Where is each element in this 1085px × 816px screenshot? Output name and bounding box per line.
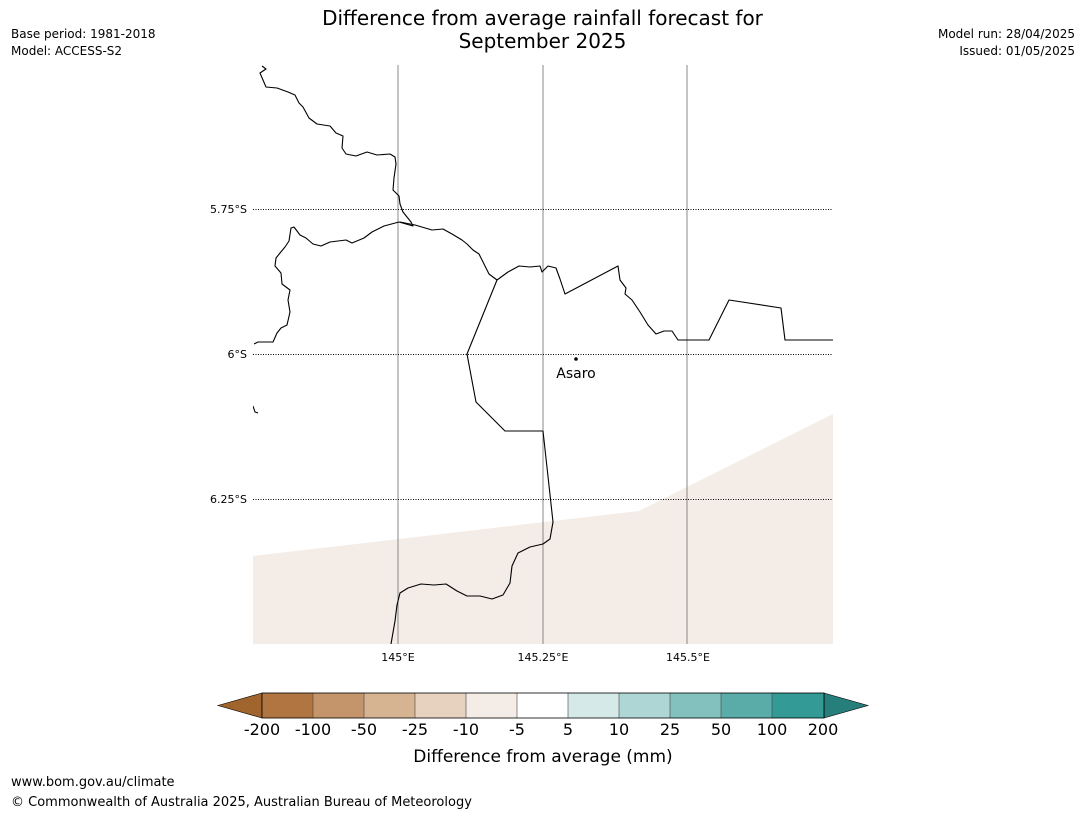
province-border: [253, 65, 414, 345]
colorbar-tick: -10: [453, 720, 479, 739]
issued-text: Issued: 01/05/2025: [959, 44, 1075, 58]
latitude-label: 6°S: [228, 348, 247, 361]
colorbar-segment: [262, 693, 313, 718]
place-label-asaro: Asaro: [556, 366, 595, 382]
map-title: Difference from average rainfall forecas…: [200, 7, 885, 53]
colorbar-tick: -50: [351, 720, 377, 739]
colorbar-high-extension: [823, 692, 870, 719]
meta-right: Model run: 28/04/2025 Issued: 01/05/2025: [938, 26, 1075, 60]
colorbar-segment: [619, 693, 670, 718]
colorbar-tick: 10: [609, 720, 629, 739]
colorbar-segment: [364, 693, 415, 718]
latitude-label: 6.25°S: [210, 493, 247, 506]
colorbar-tick: -5: [509, 720, 525, 739]
colorbar-tick: -25: [402, 720, 428, 739]
meta-left: Base period: 1981-2018 Model: ACCESS-S2: [11, 26, 156, 60]
province-border: [253, 405, 259, 414]
colorbar-tick: 200: [808, 720, 839, 739]
colorbar-tick: -100: [295, 720, 331, 739]
latitude-label: 5.75°S: [210, 203, 247, 216]
colorbar-segment: [415, 693, 466, 718]
longitude-label: 145.5°E: [666, 651, 710, 664]
colorbar: -200 -100 -50 -25 -10 -5 5 10 25 50 100 …: [216, 692, 870, 767]
province-border: [399, 221, 833, 341]
colorbar-frame: [261, 692, 825, 719]
colorbar-segment: [568, 693, 619, 718]
province-borders: [253, 65, 833, 644]
colorbar-tick: -200: [244, 720, 280, 739]
title-line-2: September 2025: [458, 29, 627, 53]
longitude-label: 145.25°E: [518, 651, 569, 664]
title-line-1: Difference from average rainfall forecas…: [322, 6, 763, 30]
colorbar-tick: 100: [757, 720, 788, 739]
colorbar-tick: 5: [563, 720, 573, 739]
map-area: [253, 65, 833, 644]
base-period-text: Base period: 1981-2018: [11, 27, 156, 41]
province-border: [390, 279, 554, 644]
colorbar-title: Difference from average (mm): [413, 747, 672, 767]
colorbar-segment: [772, 693, 824, 718]
model-run-text: Model run: 28/04/2025: [937, 27, 1075, 41]
footer-url: www.bom.gov.au/climate: [11, 775, 175, 790]
colorbar-segment: [670, 693, 721, 718]
footer-copyright: © Commonwealth of Australia 2025, Austra…: [11, 795, 472, 810]
colorbar-segment: [721, 693, 772, 718]
colorbar-tick: 50: [711, 720, 731, 739]
colorbar-segment: [517, 693, 568, 718]
colorbar-segment: [466, 693, 517, 718]
colorbar-dividers: [312, 693, 773, 718]
colorbar-low-extension: [216, 692, 263, 719]
longitude-label: 145°E: [381, 651, 414, 664]
colorbar-segment: [313, 693, 364, 718]
colorbar-tick: 25: [660, 720, 680, 739]
asaro-marker: [574, 357, 578, 361]
model-text: Model: ACCESS-S2: [11, 44, 123, 58]
